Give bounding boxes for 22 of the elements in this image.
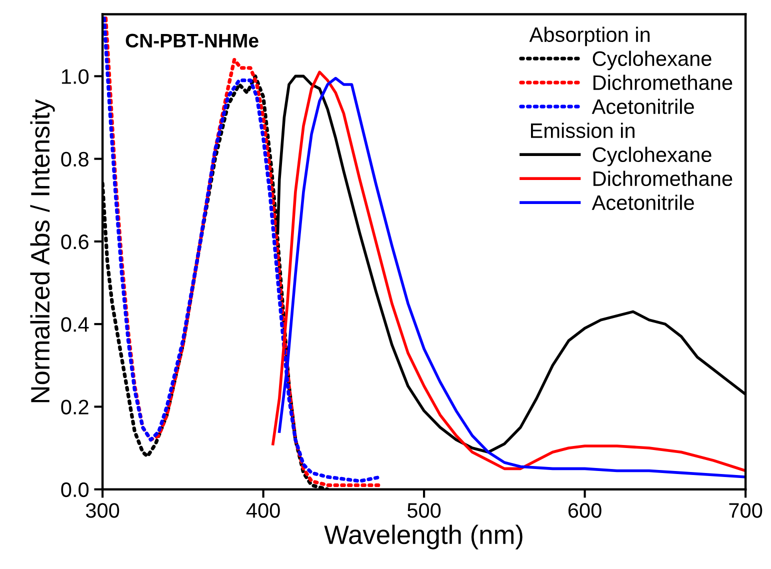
annotation: Absorption in — [529, 26, 650, 46]
y-tick-label: 0.0 — [61, 482, 89, 498]
y-tick-label: 1.0 — [62, 69, 89, 84]
y-tick-label: 0.2 — [61, 400, 88, 414]
annotation: Emission in — [531, 122, 634, 138]
x-tick-label: 500 — [408, 503, 441, 518]
legend-label: Cyclohexane — [592, 50, 712, 70]
y-tick-label: 0.4 — [61, 317, 89, 332]
legend-label: Dichromethane — [594, 170, 732, 186]
x-tick-label: 700 — [729, 503, 762, 518]
legend-label: Acetonitrile — [592, 98, 694, 114]
text: CN-PBT-NHMe — [126, 34, 258, 48]
legend-label: Dichromethane — [594, 74, 732, 90]
y-axis-title: Normalized Abs / Intensity — [30, 99, 55, 402]
x-tick-label: 600 — [568, 503, 602, 518]
y-tick-label: 0.8 — [61, 152, 88, 167]
x-axis-title: Wavelength (nm) — [324, 524, 522, 550]
legend-label: Cyclohexane — [592, 146, 712, 166]
y-tick-label: 0.6 — [61, 234, 88, 250]
legend-label: Acetonitrile — [592, 194, 694, 210]
x-tick-label: 300 — [86, 503, 120, 518]
x-tick-label: 400 — [246, 503, 280, 518]
